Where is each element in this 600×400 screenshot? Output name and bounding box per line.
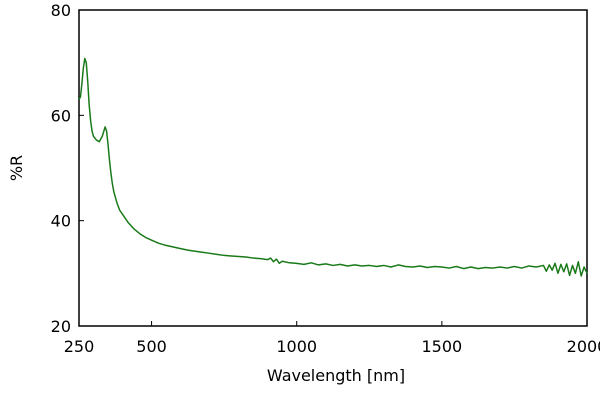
x-axis-ticks: 250 500 1000 1500 2000 bbox=[64, 321, 600, 356]
x-tick-label: 1500 bbox=[421, 337, 462, 356]
y-tick-label: 20 bbox=[51, 317, 71, 336]
series-line bbox=[78, 57, 588, 277]
y-tick-label: 60 bbox=[51, 106, 71, 125]
y-tick-label: 40 bbox=[51, 212, 71, 231]
x-tick-label: 1000 bbox=[276, 337, 317, 356]
x-tick-label: 2000 bbox=[567, 337, 600, 356]
plot-frame bbox=[78, 9, 588, 327]
y-axis-label: %R bbox=[7, 155, 26, 181]
x-axis-label: Wavelength [nm] bbox=[267, 366, 405, 385]
x-tick-label: 500 bbox=[136, 337, 167, 356]
x-tick-label: 250 bbox=[64, 337, 95, 356]
y-axis-ticks: 20 40 60 80 bbox=[51, 1, 84, 336]
y-tick-label: 80 bbox=[51, 1, 71, 20]
